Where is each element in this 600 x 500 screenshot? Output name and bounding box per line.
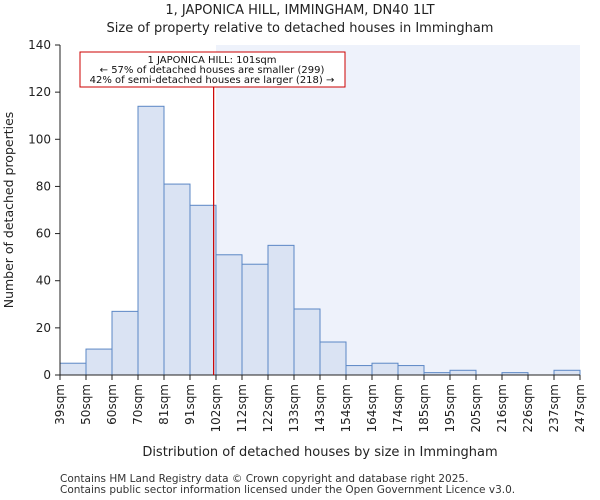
histogram-bar	[397, 365, 425, 376]
histogram-bar	[449, 369, 477, 376]
x-tick-label: 133sqm	[287, 384, 301, 432]
x-axis-label: Distribution of detached houses by size …	[142, 445, 498, 460]
annotation-line-2: ← 57% of detached houses are smaller (29…	[100, 65, 325, 76]
x-tick-label: 185sqm	[417, 384, 431, 432]
x-tick-label: 143sqm	[313, 384, 327, 432]
y-tick-label: 120	[28, 85, 51, 99]
footer-copyright: Contains HM Land Registry data © Crown c…	[60, 473, 469, 485]
x-tick-label: 205sqm	[469, 384, 483, 432]
y-tick-label: 140	[28, 38, 51, 52]
y-tick-label: 0	[43, 368, 51, 382]
annotation-box	[79, 51, 346, 88]
histogram-bar	[189, 204, 217, 376]
histogram-bar	[345, 365, 373, 376]
x-tick-label: 91sqm	[183, 384, 197, 425]
x-tick-label: 112sqm	[235, 384, 249, 432]
y-tick-label: 40	[36, 274, 51, 288]
annotation-line-1: 1 JAPONICA HILL: 101sqm	[147, 55, 276, 66]
histogram-bar	[553, 369, 581, 376]
histogram-bar	[85, 348, 113, 376]
x-tick-label: 226sqm	[521, 384, 535, 432]
x-tick-label: 216sqm	[495, 384, 509, 432]
annotation-line-3: 42% of semi-detached houses are larger (…	[90, 75, 335, 86]
x-tick-label: 237sqm	[547, 384, 561, 432]
x-tick-label: 122sqm	[261, 384, 275, 432]
x-tick-label: 247sqm	[573, 384, 587, 432]
x-tick-label: 102sqm	[209, 384, 223, 432]
histogram-bar	[111, 310, 139, 376]
chart-title: 1, JAPONICA HILL, IMMINGHAM, DN40 1LT	[165, 3, 435, 18]
histogram-bar	[163, 183, 191, 376]
histogram-bar	[267, 244, 295, 376]
histogram-bar	[371, 362, 399, 376]
y-tick-label: 100	[28, 132, 51, 146]
x-tick-label: 60sqm	[105, 384, 119, 425]
histogram-bar	[215, 254, 243, 376]
chart-subtitle: Size of property relative to detached ho…	[106, 21, 494, 36]
x-tick-label: 70sqm	[131, 384, 145, 425]
x-tick-label: 164sqm	[365, 384, 379, 432]
y-axis-label: Number of detached properties	[1, 112, 16, 309]
y-tick-label: 60	[36, 227, 51, 241]
y-tick-label: 20	[36, 321, 51, 335]
x-tick-label: 50sqm	[79, 384, 93, 425]
histogram-bar	[137, 105, 165, 376]
footer-licence: Contains public sector information licen…	[60, 484, 516, 496]
x-tick-label: 195sqm	[443, 384, 457, 432]
histogram-bar	[59, 362, 87, 376]
y-tick-label: 80	[36, 179, 51, 193]
x-tick-label: 39sqm	[53, 384, 67, 425]
x-tick-label: 81sqm	[157, 384, 171, 425]
x-tick-label: 154sqm	[339, 384, 353, 432]
histogram-bar	[319, 341, 347, 376]
x-tick-label: 174sqm	[391, 384, 405, 432]
histogram-bar	[293, 308, 321, 376]
histogram-bar	[241, 263, 269, 376]
